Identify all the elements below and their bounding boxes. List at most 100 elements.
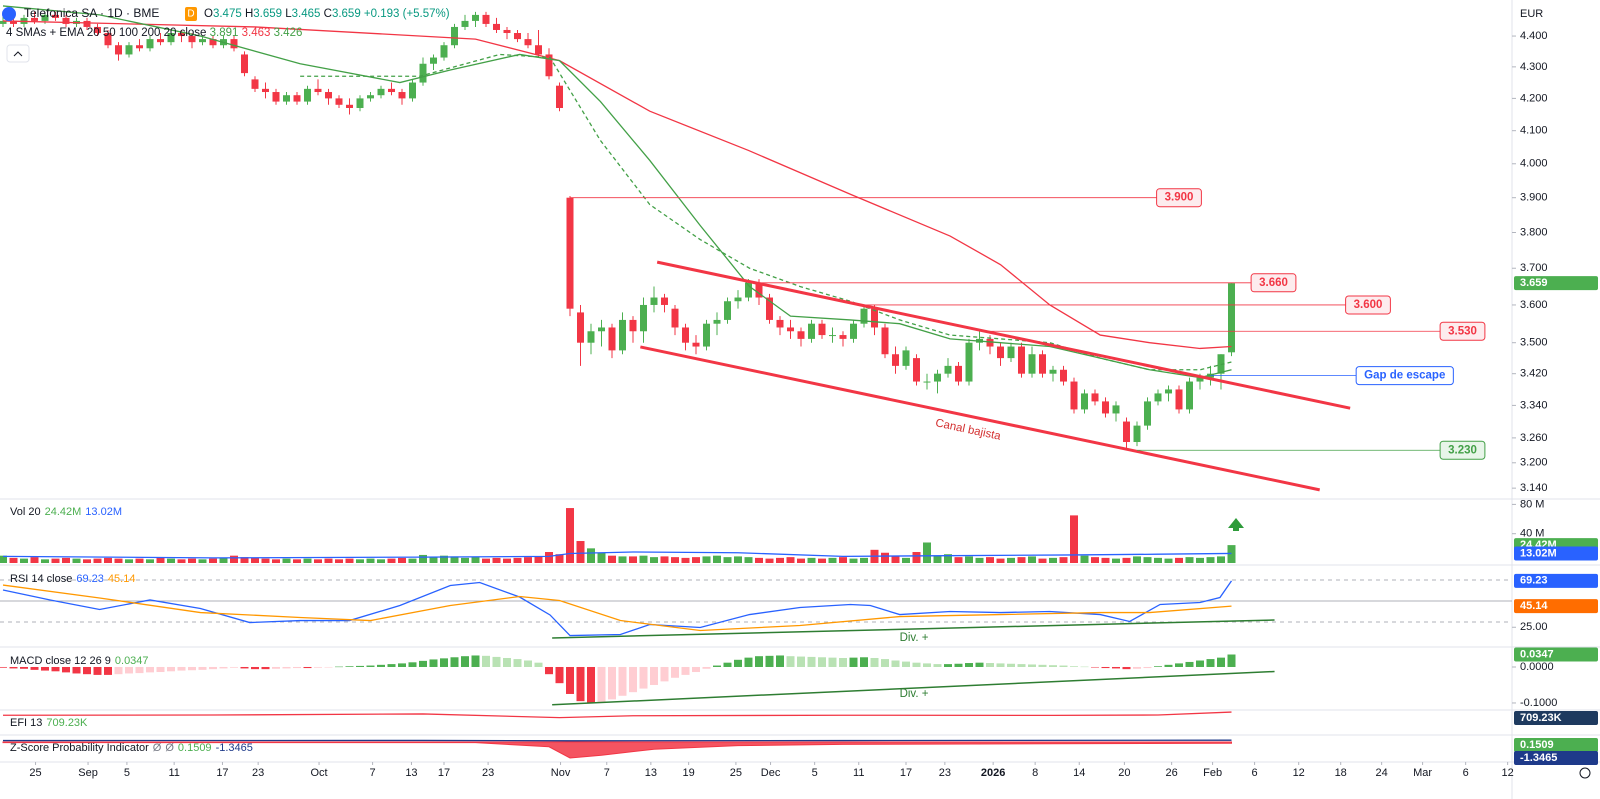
bar bbox=[912, 552, 921, 563]
y-tick-label: 4.100 bbox=[1520, 125, 1548, 137]
candle-body bbox=[1175, 389, 1183, 410]
bar bbox=[135, 558, 144, 563]
candle-body bbox=[745, 282, 752, 298]
y-tick-label: 3.800 bbox=[1520, 226, 1548, 238]
price-badge bbox=[1514, 711, 1598, 725]
bar bbox=[818, 558, 826, 563]
y-tick-label: 3.500 bbox=[1520, 337, 1548, 349]
candle-body bbox=[346, 104, 353, 108]
candle-body bbox=[661, 297, 668, 305]
bar bbox=[272, 559, 280, 563]
candle-body bbox=[325, 92, 332, 99]
bar bbox=[30, 557, 39, 563]
pane-legend: Vol 20 24.42M 13.02M bbox=[10, 506, 122, 518]
candle-body bbox=[734, 297, 742, 302]
x-tick-label: 8 bbox=[1032, 767, 1038, 779]
legend-item: Z-Score Probability Indicator bbox=[10, 742, 149, 754]
candle-body bbox=[724, 301, 731, 320]
bar bbox=[335, 559, 343, 563]
bar bbox=[335, 666, 343, 668]
bar bbox=[902, 661, 910, 667]
y-tick-label: 4.300 bbox=[1520, 61, 1548, 73]
y-tick-label: 40 M bbox=[1520, 528, 1544, 540]
bar bbox=[1049, 665, 1057, 667]
x-tick-label: Oct bbox=[310, 767, 327, 779]
level-label: 3.900 bbox=[1165, 192, 1194, 204]
bar bbox=[345, 666, 354, 667]
price-badge bbox=[1514, 573, 1598, 588]
candle-body bbox=[535, 45, 542, 55]
x-tick-label: 20 bbox=[1118, 767, 1130, 779]
candle-body bbox=[451, 26, 458, 46]
bar bbox=[345, 558, 354, 563]
candle-body bbox=[850, 323, 857, 339]
bar bbox=[1185, 557, 1194, 563]
candle-body bbox=[1018, 346, 1025, 374]
y-tick-label: 3.900 bbox=[1520, 192, 1548, 204]
price-badge bbox=[1514, 647, 1598, 662]
ma-legend[interactable]: 4 SMAs + EMA 20 50 100 200 20 close 3.89… bbox=[6, 27, 302, 39]
candle-body bbox=[419, 63, 427, 83]
bar bbox=[83, 559, 91, 563]
candle-body bbox=[1123, 421, 1130, 443]
y-tick-label: 3.140 bbox=[1520, 482, 1548, 494]
candle-body bbox=[556, 85, 563, 108]
bar bbox=[167, 666, 175, 672]
legend-item: 13.02M bbox=[85, 506, 122, 518]
bar bbox=[1080, 666, 1089, 668]
bar bbox=[366, 665, 375, 667]
bar bbox=[51, 666, 60, 672]
candle-body bbox=[41, 14, 49, 21]
bar bbox=[62, 666, 70, 673]
price-badge bbox=[1514, 738, 1598, 752]
currency[interactable]: EUR bbox=[1520, 8, 1543, 20]
bar bbox=[1227, 654, 1236, 667]
candle-body bbox=[94, 26, 101, 34]
candle-body bbox=[52, 14, 59, 18]
annotation: Div. + bbox=[900, 688, 929, 700]
bar bbox=[849, 558, 858, 563]
bar bbox=[398, 663, 406, 667]
bar bbox=[870, 657, 879, 667]
bar bbox=[1133, 666, 1141, 669]
line bbox=[552, 670, 1275, 706]
bar bbox=[408, 558, 417, 563]
bar bbox=[471, 655, 480, 667]
bar bbox=[1070, 515, 1078, 563]
line bbox=[640, 345, 1321, 492]
bar bbox=[797, 558, 805, 563]
symbol[interactable]: Telefonica SA · 1D · BME bbox=[24, 6, 159, 20]
x-tick-label: 7 bbox=[604, 767, 610, 779]
bar bbox=[881, 552, 889, 563]
bar bbox=[482, 558, 490, 563]
legend-main: Telefonica SA · 1D · BME bbox=[24, 6, 159, 20]
ma-value: 3.891 bbox=[210, 27, 239, 39]
bar bbox=[902, 557, 910, 563]
bar bbox=[1196, 557, 1204, 563]
candle-body bbox=[31, 17, 38, 21]
bar bbox=[1164, 664, 1173, 667]
candle-body bbox=[839, 335, 847, 339]
settings-icon[interactable] bbox=[1579, 767, 1591, 779]
candle-body bbox=[83, 20, 91, 27]
candle-body bbox=[409, 82, 416, 99]
legend-item: 0.1509 bbox=[178, 742, 212, 754]
pane-legend: Z-Score Probability Indicator Ø Ø 0.1509 -1.… bbox=[10, 742, 253, 754]
bar bbox=[156, 557, 165, 563]
x-tick-label: 18 bbox=[1335, 767, 1347, 779]
candle-body bbox=[199, 39, 206, 43]
collapse-button[interactable] bbox=[6, 44, 30, 63]
bar bbox=[282, 558, 291, 563]
y-tick-label: 25.00 bbox=[1520, 621, 1548, 633]
bar bbox=[723, 557, 732, 563]
bar bbox=[576, 666, 585, 702]
x-tick-label: 6 bbox=[1252, 767, 1258, 779]
bar bbox=[1007, 663, 1015, 667]
x-tick-label: 11 bbox=[853, 767, 864, 779]
candle-body bbox=[1081, 393, 1088, 410]
legend-item: 709.23K bbox=[46, 717, 88, 729]
bar bbox=[135, 666, 144, 674]
symbol-icon[interactable] bbox=[2, 7, 16, 21]
